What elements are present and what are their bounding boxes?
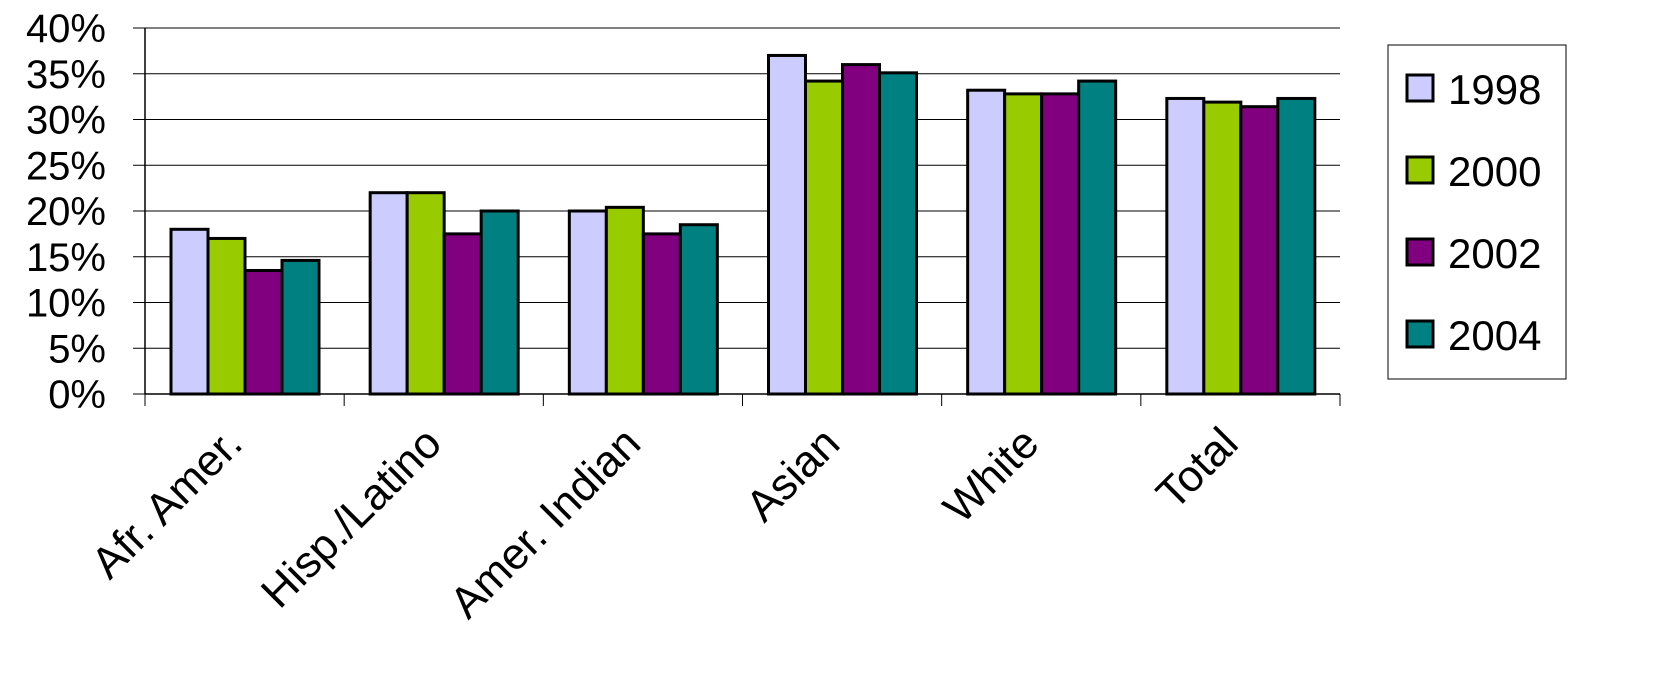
- bar-2004-total: [1276, 96, 1317, 396]
- bar-2000-afr-amer: [206, 236, 247, 396]
- y-tick-label: 15%: [26, 236, 106, 280]
- bar-1998-amer-indian: [567, 209, 608, 396]
- bar-2002-asian: [841, 63, 881, 396]
- y-axis-tick-labels: 0%5%10%15%20%25%30%35%40%: [26, 7, 106, 417]
- axes: [133, 27, 1341, 406]
- legend-label-2002: 2002: [1448, 230, 1541, 277]
- y-tick-label: 20%: [26, 190, 106, 234]
- legend-label-1998: 1998: [1448, 66, 1541, 113]
- legend-swatch-2002: [1405, 237, 1435, 267]
- bar-2002-white: [1040, 92, 1081, 396]
- y-tick-label: 40%: [26, 7, 106, 51]
- bar-1998-total: [1165, 96, 1206, 396]
- bar-2000-amer-indian: [604, 205, 645, 396]
- legend-swatch-2000: [1405, 155, 1435, 185]
- x-tick-label: White: [934, 418, 1048, 532]
- bar-2000-total: [1202, 100, 1243, 396]
- bar-2000-white: [1003, 92, 1044, 396]
- bar-1998-asian: [767, 53, 807, 396]
- bar-1998-hisp-latino: [368, 191, 409, 396]
- y-tick-label: 35%: [26, 53, 106, 97]
- y-tick-label: 25%: [26, 144, 106, 188]
- gridlines: [145, 27, 1340, 349]
- bar-2004-asian: [878, 71, 918, 396]
- bar-2004-white: [1077, 79, 1118, 396]
- bar-2000-asian: [804, 79, 844, 396]
- bar-2002-amer-indian: [641, 232, 682, 396]
- bars: [169, 53, 1317, 396]
- y-tick-label: 5%: [48, 327, 106, 371]
- x-tick-label: Total: [1147, 418, 1247, 518]
- bar-2004-afr-amer: [280, 258, 321, 396]
- legend-label-2004: 2004: [1448, 312, 1541, 359]
- bar-2002-afr-amer: [243, 268, 284, 396]
- legend: 1998 2000 2002 2004: [1387, 44, 1567, 380]
- bar-2004-amer-indian: [678, 223, 719, 396]
- y-tick-label: 30%: [26, 99, 106, 143]
- legend-label-2000: 2000: [1448, 148, 1541, 195]
- bar-2002-hisp-latino: [442, 232, 483, 396]
- x-tick-label: Amer. Indian: [441, 418, 650, 627]
- legend-swatch-1998: [1405, 73, 1435, 103]
- x-tick-label: Hisp./Latino: [252, 418, 451, 617]
- x-tick-label: Afr. Amer.: [82, 418, 252, 588]
- bar-1998-white: [966, 88, 1007, 396]
- bar-2002-total: [1239, 105, 1280, 396]
- x-tick-label: Asian: [737, 418, 849, 530]
- y-tick-label: 10%: [26, 282, 106, 326]
- y-tick-label: 0%: [48, 373, 106, 417]
- bar-2004-hisp-latino: [479, 209, 520, 396]
- legend-swatch-2004: [1405, 319, 1435, 349]
- bar-2000-hisp-latino: [405, 191, 446, 396]
- bar-1998-afr-amer: [169, 227, 210, 396]
